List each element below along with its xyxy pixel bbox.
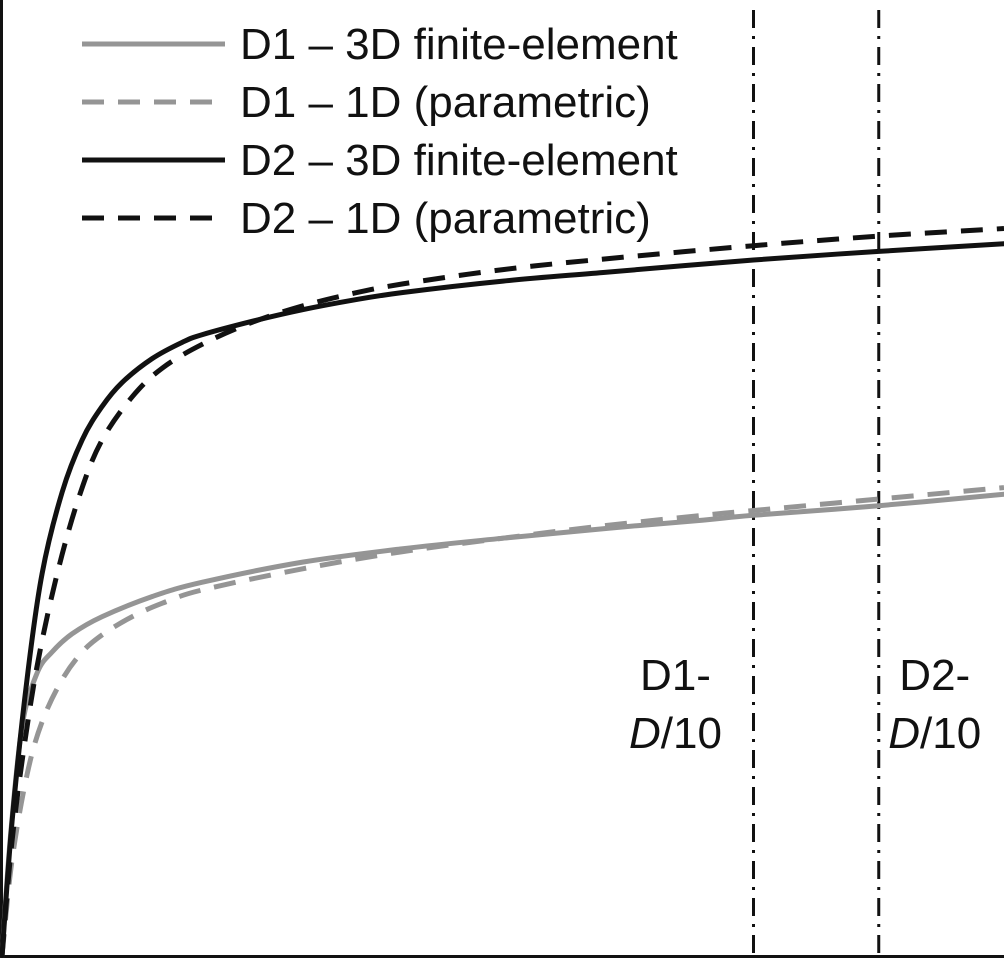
vline-d1-label-italic: D <box>629 709 661 758</box>
series-d1-3d-fe <box>0 491 1004 958</box>
vlines-group <box>752 10 881 956</box>
vline-d2-label-rest: /10 <box>920 709 981 758</box>
vline-d1-label-line2: D/10 <box>629 709 722 758</box>
vline-d2-label-italic: D <box>888 709 920 758</box>
legend-label-d2-1d-parametric: D2 – 1D (parametric) <box>240 194 651 243</box>
legend-label-d1-1d-parametric: D1 – 1D (parametric) <box>240 78 651 127</box>
legend-label-d1-3d-fe: D1 – 3D finite-element <box>240 20 678 69</box>
series-d2-1d-parametric <box>0 226 1004 957</box>
legend-label-d2-3d-fe: D2 – 3D finite-element <box>240 136 678 185</box>
legend: D1 – 3D finite-element D1 – 1D (parametr… <box>82 20 678 243</box>
series-d1-1d-parametric <box>0 485 1004 957</box>
series-d2-3d-fe <box>0 241 1004 958</box>
series-group <box>0 226 1004 958</box>
vline-d2-label-line1: D2- <box>899 651 970 700</box>
vline-d1-label-line1: D1- <box>640 651 711 700</box>
vline-annotations: D1- D/10 D2- D/10 <box>629 651 981 758</box>
vline-d1-label-rest: /10 <box>661 709 722 758</box>
vline-d2-label-line2: D/10 <box>888 709 981 758</box>
